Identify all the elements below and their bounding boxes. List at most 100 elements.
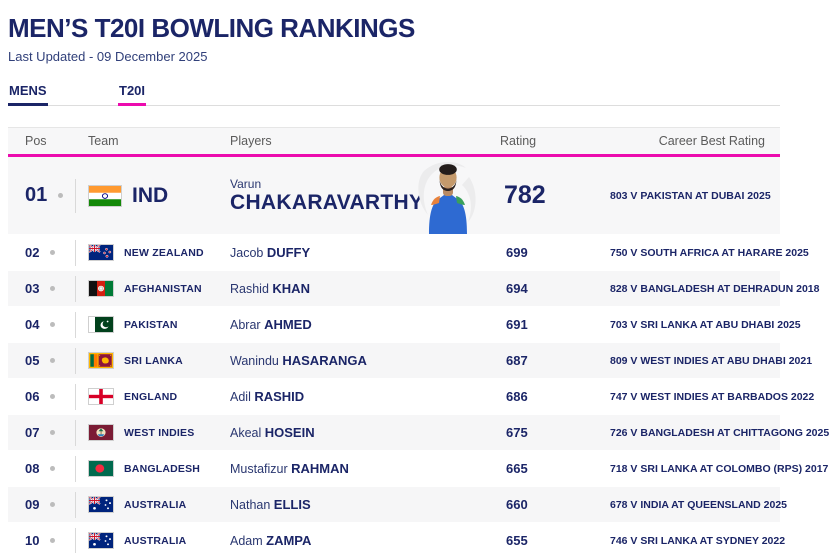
table-row[interactable]: 06 ENGLAND Adil RASHID 686 747 V WEST IN… (8, 379, 814, 414)
team-name: SRI LANKA (124, 354, 183, 367)
table-row[interactable]: 09 AUSTRALIA Nathan ELLIS 660 678 V INDI… (8, 487, 787, 522)
player-name: Adam ZAMPA (230, 533, 312, 548)
divider (75, 239, 76, 266)
flag-sri-lanka-icon (88, 352, 114, 369)
table-row[interactable]: 03 AFGHANISTAN Rashid KHAN 694 828 V BAN… (8, 271, 819, 306)
rank-change-dot (50, 466, 56, 471)
team-name: BANGLADESH (124, 462, 201, 475)
player-name: Nathan ELLIS (230, 497, 311, 512)
career-best-rating: 703 V SRI LANKA AT ABU DHABI 2025 (610, 318, 801, 331)
tab-mens[interactable]: MENS (8, 83, 48, 106)
column-header-pos: Pos (25, 134, 47, 148)
player-name: Varun CHAKARAVARTHY (230, 176, 424, 214)
rankings-page: MEN’S T20I BOWLING RANKINGS Last Updated… (0, 12, 834, 553)
rank-change-dot (50, 394, 56, 399)
player-name: Mustafizur RAHMAN (230, 461, 349, 476)
position: 04 (25, 317, 40, 332)
last-updated-text: Last Updated - 09 December 2025 (8, 49, 208, 64)
column-header-players: Players (230, 134, 272, 148)
flag-india-icon (88, 184, 122, 207)
table-body: 02 NEW ZEALAND Jacob DUFFY 699 750 V SOU… (8, 235, 829, 553)
team-name: IND (132, 183, 169, 207)
rank-change-dot (58, 193, 64, 198)
column-header-career-best: Career Best Rating (658, 134, 765, 148)
tab-bar: MENS T20I (8, 81, 780, 106)
divider (75, 383, 76, 410)
flag-west-indies-icon (88, 424, 114, 441)
rank-change-dot (50, 250, 56, 255)
rank-change-dot (50, 430, 56, 435)
table-row[interactable]: 10 AUSTRALIA Adam ZAMPA 655 746 V SRI LA… (8, 523, 785, 553)
position: 05 (25, 353, 40, 368)
rating-value: 665 (506, 461, 528, 476)
flag-england-icon (88, 388, 114, 405)
flag-pakistan-icon (88, 316, 114, 333)
divider (75, 275, 76, 302)
career-best-rating: 718 V SRI LANKA AT COLOMBO (RPS) 2017 (610, 462, 829, 475)
tab-t20i[interactable]: T20I (118, 83, 147, 106)
career-best-rating: 803 V PAKISTAN AT DUBAI 2025 (610, 189, 771, 202)
rating-value: 686 (506, 389, 528, 404)
team-name: NEW ZEALAND (124, 246, 204, 259)
page-title: MEN’S T20I BOWLING RANKINGS (8, 13, 415, 43)
rating-value: 660 (506, 497, 528, 512)
position: 03 (25, 281, 40, 296)
divider (75, 527, 76, 553)
career-best-rating: 746 V SRI LANKA AT SYDNEY 2022 (610, 534, 786, 547)
rank-change-dot (50, 538, 56, 543)
position: 09 (25, 497, 40, 512)
team-name: WEST INDIES (124, 426, 195, 439)
team-name: AUSTRALIA (124, 534, 187, 547)
career-best-rating: 828 V BANGLADESH AT DEHRADUN 2018 (610, 282, 820, 295)
table-row[interactable]: 05 SRI LANKA Wanindu HASARANGA 687 809 V… (8, 343, 812, 378)
position: 02 (25, 245, 40, 260)
table-row-featured[interactable]: 01 IND Varun CHAKARAVARTHY 782 803 V PAK… (8, 157, 780, 234)
team-name: PAKISTAN (124, 318, 178, 331)
position: 07 (25, 425, 40, 440)
position: 08 (25, 461, 40, 476)
player-name: Wanindu HASARANGA (230, 353, 367, 368)
career-best-rating: 726 V BANGLADESH AT CHITTAGONG 2025 (610, 426, 830, 439)
rating-value: 782 (504, 181, 546, 209)
career-best-rating: 678 V INDIA AT QUEENSLAND 2025 (610, 498, 787, 511)
rating-value: 699 (506, 245, 528, 260)
table-header-row: Pos Team Players Rating Career Best Rati… (8, 127, 780, 157)
flag-australia-icon (88, 532, 114, 549)
divider (75, 455, 76, 482)
rank-change-dot (50, 358, 56, 363)
team-name: AUSTRALIA (124, 498, 187, 511)
table-row[interactable]: 02 NEW ZEALAND Jacob DUFFY 699 750 V SOU… (8, 235, 809, 270)
rating-value: 687 (506, 353, 528, 368)
rating-value: 655 (506, 533, 528, 548)
position: 10 (25, 533, 40, 548)
table-row[interactable]: 07 WEST INDIES Akeal HOSEIN 675 726 V BA… (8, 415, 829, 450)
table-row[interactable]: 08 BANGLADESH Mustafizur RAHMAN 665 718 … (8, 451, 828, 486)
player-name: Rashid KHAN (230, 281, 310, 296)
player-name: Jacob DUFFY (230, 245, 311, 260)
team-name: AFGHANISTAN (124, 282, 202, 295)
divider (75, 491, 76, 518)
rating-value: 675 (506, 425, 528, 440)
column-header-team: Team (88, 134, 119, 148)
flag-bangladesh-icon (88, 460, 114, 477)
column-header-rating: Rating (500, 134, 537, 148)
flag-new-zealand-icon (88, 244, 114, 261)
player-name: Akeal HOSEIN (230, 425, 315, 440)
table-row[interactable]: 04 PAKISTAN Abrar AHMED 691 703 V SRI LA… (8, 307, 801, 342)
rank-change-dot (50, 322, 56, 327)
flag-afghanistan-icon (88, 280, 114, 297)
divider (75, 178, 76, 213)
career-best-rating: 809 V WEST INDIES AT ABU DHABI 2021 (610, 354, 813, 367)
career-best-rating: 747 V WEST INDIES AT BARBADOS 2022 (610, 390, 815, 403)
rating-value: 694 (506, 281, 528, 296)
rank-change-dot (50, 502, 56, 507)
player-name: Abrar AHMED (230, 317, 312, 332)
player-name: Adil RASHID (230, 389, 305, 404)
divider (75, 311, 76, 338)
rating-value: 691 (506, 317, 528, 332)
rankings-table: Pos Team Players Rating Career Best Rati… (8, 127, 829, 553)
rank-change-dot (50, 286, 56, 291)
flag-australia-icon (88, 496, 114, 513)
divider (75, 347, 76, 374)
position: 06 (25, 389, 40, 404)
